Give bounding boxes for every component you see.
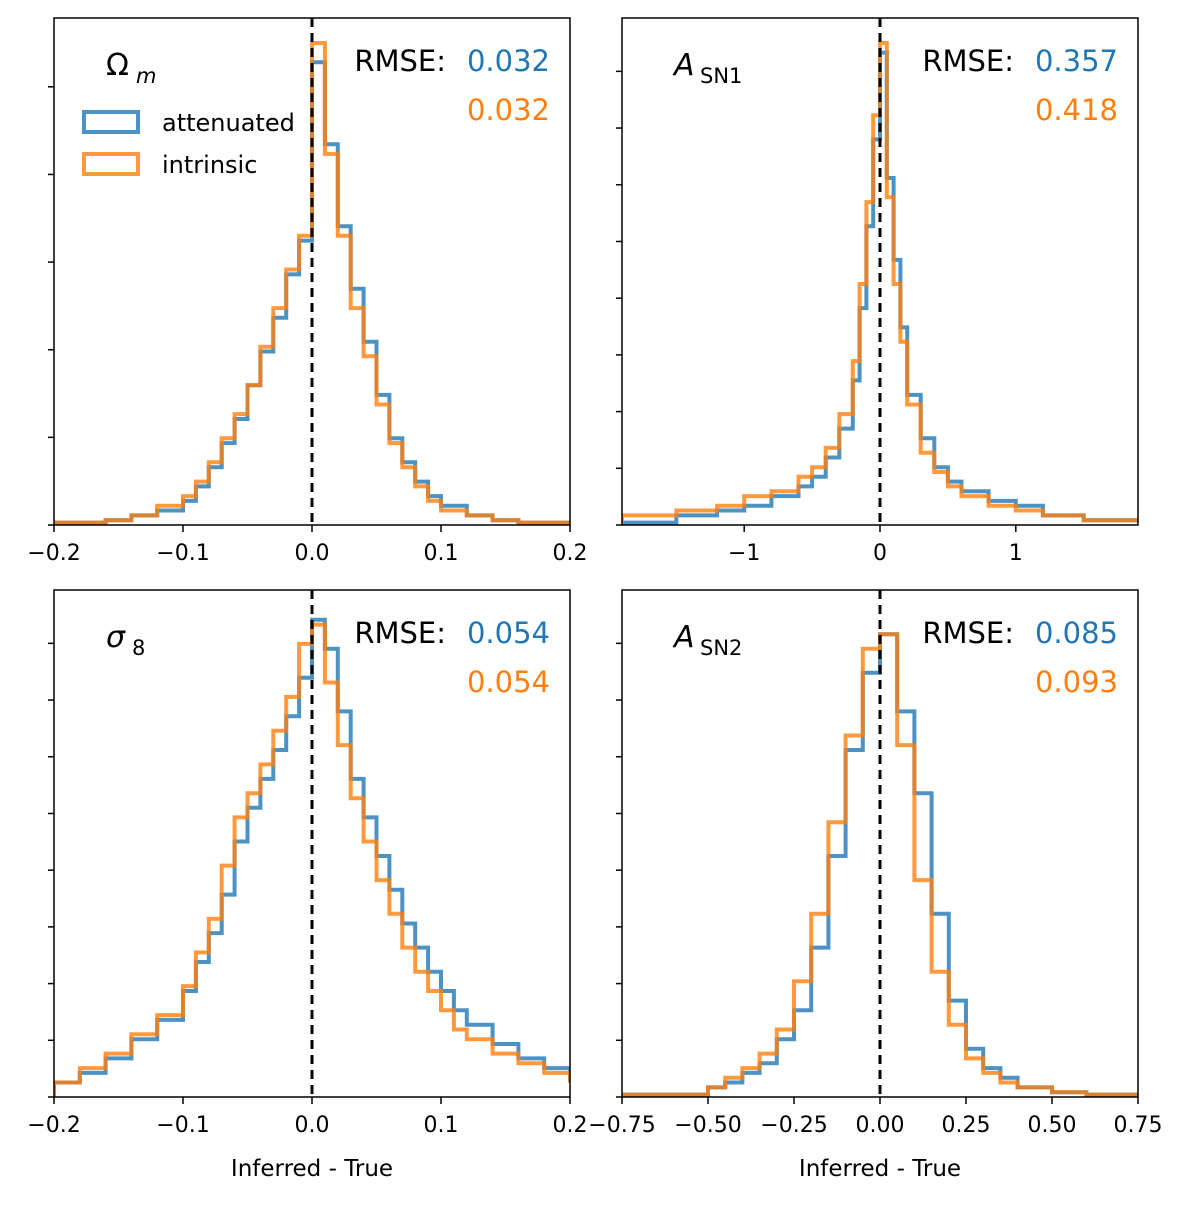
panel-a-sn1: −1 0 1 A SN1 RMSE: 0.357 0.418	[616, 17, 1139, 566]
rmse-attenuated-value: 0.032	[467, 44, 550, 78]
histogram-intrinsic	[54, 622, 570, 1097]
rmse-attenuated-value: 0.357	[1035, 44, 1118, 78]
rmse-label: RMSE:	[922, 616, 1014, 650]
x-tick-label: 0.0	[295, 541, 330, 566]
panel-title-subscript: SN2	[700, 636, 742, 660]
x-tick-label: −0.2	[27, 541, 80, 566]
x-tick-label: −0.75	[588, 1113, 655, 1138]
yticks	[616, 642, 622, 1098]
x-tick-label: 1	[1009, 541, 1023, 566]
panel-title-subscript: SN1	[700, 64, 742, 88]
xticks: −0.2 −0.1 0.0 0.1 0.2	[27, 525, 588, 566]
x-tick-label: 0.25	[942, 1113, 991, 1138]
rmse-label: RMSE:	[354, 616, 446, 650]
rmse-intrinsic-value: 0.054	[467, 665, 550, 699]
legend-swatch-intrinsic	[82, 152, 140, 176]
yticks	[48, 86, 54, 526]
xticks: −0.2 −0.1 0.0 0.1 0.2	[27, 1097, 588, 1138]
x-tick-label: −0.50	[674, 1113, 741, 1138]
x-tick-label: −0.2	[27, 1113, 80, 1138]
rmse-intrinsic-value: 0.418	[1035, 93, 1118, 127]
panel-title: Ω	[106, 48, 129, 83]
x-tick-label: 0.0	[295, 1113, 330, 1138]
rmse-attenuated-value: 0.054	[467, 616, 550, 650]
legend-label-attenuated: attenuated	[162, 109, 295, 137]
panel-title-subscript: 8	[132, 636, 145, 660]
yticks	[616, 70, 622, 526]
histogram-intrinsic	[622, 632, 1138, 1097]
rmse-label: RMSE:	[922, 44, 1014, 78]
panel-title: σ	[106, 620, 126, 655]
legend: attenuated intrinsic	[82, 109, 295, 179]
xticks: −0.75 −0.50 −0.25 0.00 0.25 0.50 0.75	[588, 1097, 1162, 1138]
x-tick-label: 0.2	[553, 541, 588, 566]
legend-label-intrinsic: intrinsic	[162, 151, 257, 179]
yticks	[48, 642, 54, 1098]
x-tick-label: −0.1	[156, 541, 209, 566]
panel-sigma-8: −0.2 −0.1 0.0 0.1 0.2 σ 8 RMSE: 0.054 0.054 …	[27, 589, 588, 1182]
x-tick-label: 0	[873, 541, 887, 566]
panel-omega-m: −0.2 −0.1 0.0 0.1 0.2 Ω m RMSE: 0.032 0.032 …	[27, 17, 588, 566]
xticks: −1 0 1	[728, 525, 1023, 566]
x-tick-label: 0.1	[424, 541, 459, 566]
x-tick-label: 0.1	[424, 1113, 459, 1138]
x-tick-label: −0.25	[760, 1113, 827, 1138]
panel-a-sn2: −0.75 −0.50 −0.25 0.00 0.25 0.50 0.75 A SN2 RM…	[588, 589, 1162, 1182]
panel-title-subscript: m	[136, 64, 156, 88]
rmse-intrinsic-value: 0.032	[467, 93, 550, 127]
panel-title: A	[672, 620, 695, 655]
x-tick-label: 0.2	[553, 1113, 588, 1138]
x-tick-label: −0.1	[156, 1113, 209, 1138]
x-axis-label: Inferred - True	[799, 1156, 961, 1182]
rmse-attenuated-value: 0.085	[1035, 616, 1118, 650]
x-tick-label: −1	[728, 541, 760, 566]
rmse-label: RMSE:	[354, 44, 446, 78]
panel-title: A	[672, 48, 695, 83]
legend-swatch-attenuated	[82, 110, 140, 134]
x-axis-label: Inferred - True	[231, 1156, 393, 1182]
x-tick-label: 0.75	[1114, 1113, 1163, 1138]
x-tick-label: 0.00	[856, 1113, 905, 1138]
x-tick-label: 0.50	[1028, 1113, 1077, 1138]
rmse-intrinsic-value: 0.093	[1035, 665, 1118, 699]
series-layer	[54, 617, 570, 1097]
